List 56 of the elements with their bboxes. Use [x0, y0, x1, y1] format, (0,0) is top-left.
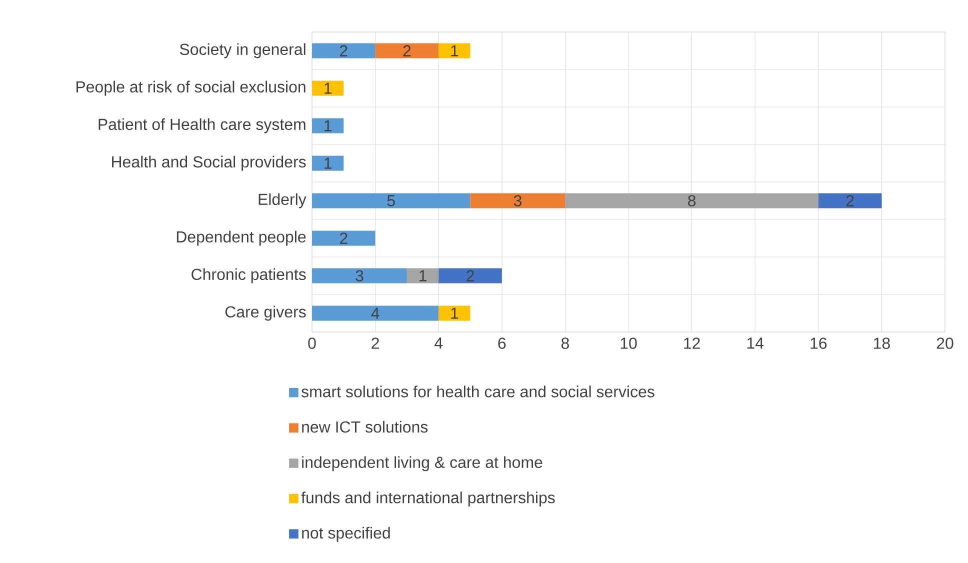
- x-tick-label: 8: [561, 338, 569, 349]
- x-tick-label: 10: [620, 338, 637, 349]
- bar: [438, 43, 470, 58]
- data-label: 5: [387, 195, 395, 206]
- bar: [312, 156, 344, 171]
- x-tick-label: 6: [498, 338, 506, 349]
- bar: [438, 268, 502, 284]
- bar: [406, 268, 439, 284]
- y-tick-label: Patient of Health care system: [98, 118, 306, 134]
- data-label: 3: [514, 195, 522, 206]
- x-tick-label: 14: [747, 338, 764, 349]
- x-tick-label: 0: [308, 338, 316, 349]
- y-tick-label: People at risk of social exclusion: [76, 80, 306, 96]
- data-label: 1: [420, 270, 426, 282]
- legend-label: new ICT solutions: [302, 420, 428, 433]
- x-tick-label: 20: [936, 338, 954, 349]
- data-label: 1: [324, 82, 332, 94]
- y-tick-label: Society in general: [180, 43, 306, 58]
- data-label: 2: [403, 45, 411, 56]
- legend-label: not specified: [302, 526, 390, 542]
- data-label: 4: [371, 308, 380, 319]
- legend-label: funds and international partnerships: [301, 492, 555, 506]
- bar: [312, 80, 344, 96]
- x-tick-label: 4: [434, 338, 443, 349]
- bar: [818, 193, 882, 208]
- y-tick-label: Dependent people: [176, 230, 306, 246]
- data-label: 1: [451, 308, 458, 319]
- data-label: 8: [688, 195, 696, 206]
- bar: [312, 230, 376, 246]
- legend-label: smart solutions for health care and social services: [301, 386, 654, 398]
- data-label: 2: [466, 270, 474, 282]
- bar: [312, 193, 470, 208]
- data-label: 2: [846, 195, 854, 206]
- bar: [375, 43, 439, 58]
- x-tick-label: 18: [874, 338, 890, 349]
- data-label: 1: [451, 45, 458, 56]
- y-tick-label: Chronic patients: [192, 268, 306, 284]
- x-tick-label: 2: [372, 338, 379, 349]
- data-label: 3: [356, 270, 364, 282]
- bar: [312, 306, 439, 321]
- bar: [470, 193, 566, 208]
- y-tick-label: Elderly: [258, 193, 306, 208]
- data-label: 2: [340, 232, 348, 244]
- data-label: 1: [324, 120, 332, 132]
- data-label: 1: [324, 158, 332, 169]
- bar: [565, 193, 818, 208]
- y-tick-label: Care givers: [225, 306, 306, 321]
- bar: [312, 43, 376, 58]
- x-tick-label: 16: [810, 338, 827, 349]
- bar: [312, 118, 344, 134]
- bar: [312, 268, 407, 284]
- y-tick-label: Health and Social providers: [112, 156, 306, 171]
- data-label: 2: [340, 45, 348, 56]
- legend-label: independent living & care at home: [302, 456, 542, 472]
- bar: [438, 306, 470, 321]
- x-tick-label: 12: [684, 338, 700, 349]
